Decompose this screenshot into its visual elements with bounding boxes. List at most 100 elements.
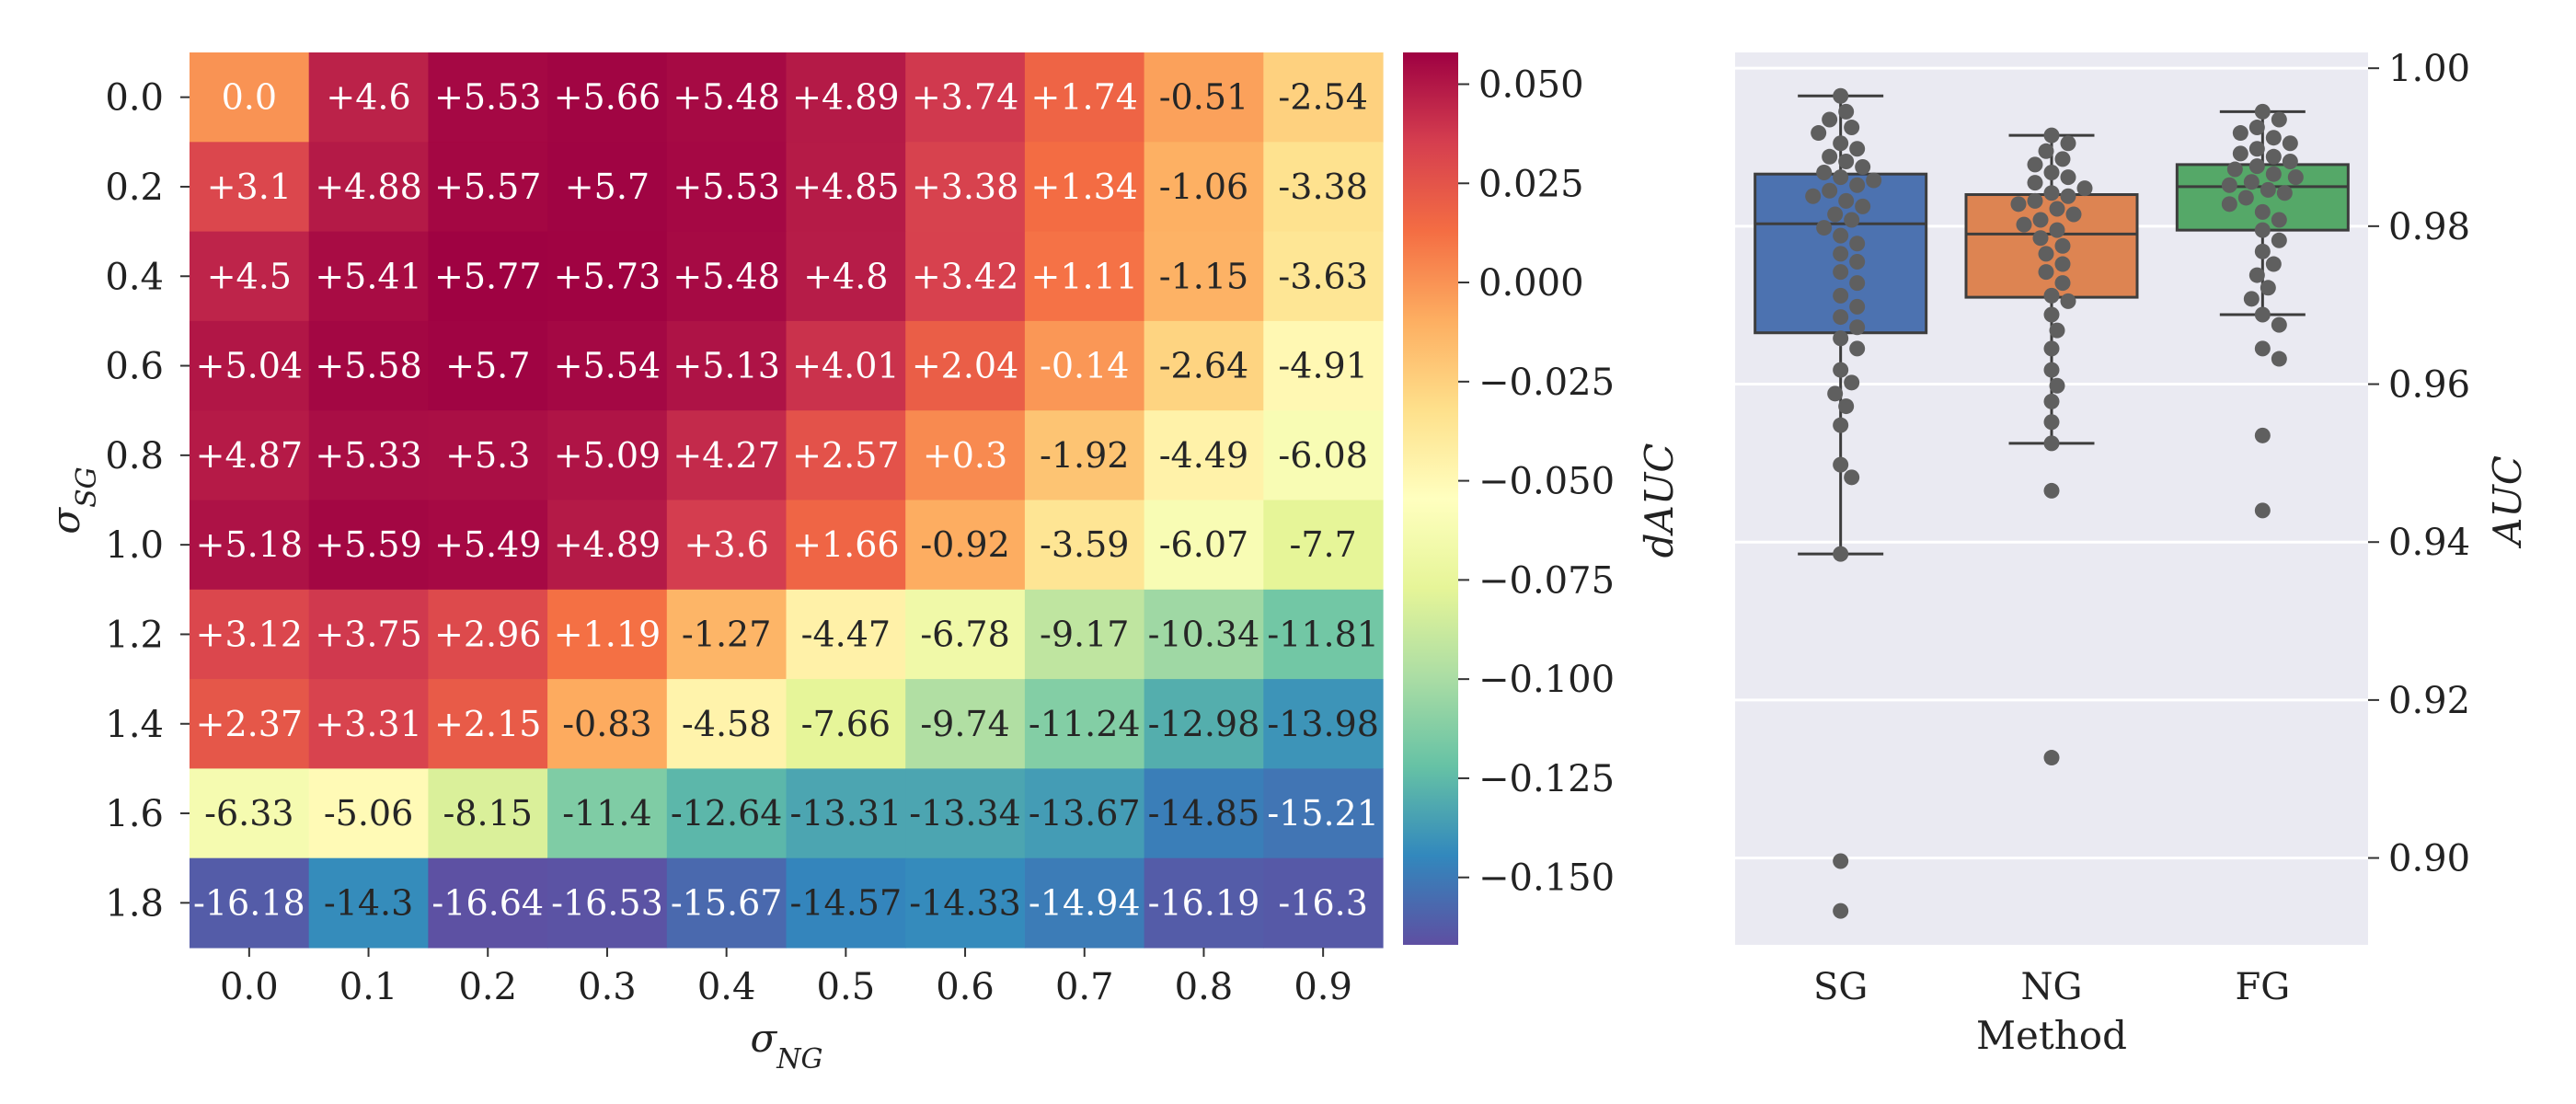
heatmap-cell [1024, 410, 1145, 501]
heatmap-cell-label: 0.0 [222, 77, 277, 118]
swarm-point [2221, 177, 2237, 193]
heatmap-cell [786, 410, 906, 501]
heatmap-cell-label: +5.53 [434, 77, 541, 118]
swarm-point [2054, 237, 2071, 254]
heatmap-cell-label: -9.74 [920, 704, 1009, 744]
box-body [2175, 163, 2350, 232]
swarm-point [2271, 351, 2287, 367]
heatmap-x-tick-label: 0.5 [817, 966, 876, 1008]
swarm-point [2243, 174, 2260, 190]
heatmap-cell-label: -6.07 [1159, 524, 1248, 565]
heatmap-y-tick-label: 1.6 [105, 793, 164, 835]
swarm-point [2043, 185, 2060, 201]
swarm-point [2226, 161, 2243, 178]
heatmap-cell [428, 500, 548, 591]
swarm-point [2049, 377, 2065, 394]
heatmap-cell-label: -1.06 [1159, 167, 1248, 207]
heatmap-cell-label: +5.57 [434, 167, 541, 207]
heatmap-cell-label: -7.7 [1290, 524, 1357, 565]
swarm-point [1827, 385, 1844, 402]
swarm-point [1833, 135, 1849, 152]
swarm-point [2271, 316, 2287, 333]
boxplot-panel: 0.90 0.92 0.94 0.96 0.98 1.00 SG NG FG Method A… [1735, 48, 2530, 1058]
heatmap-cell-label: -3.59 [1040, 524, 1129, 565]
swarm-point [2254, 243, 2271, 259]
colorbar-tick-label: −0.050 [1478, 461, 1615, 503]
swarm-point [2027, 175, 2043, 191]
swarm-point [1811, 125, 1827, 142]
heatmap-cell [428, 589, 548, 680]
swarm-point [2221, 196, 2237, 213]
swarm-point [2065, 206, 2082, 223]
heatmap-cell-label: +3.1 [207, 167, 292, 207]
heatmap-y-tick-label: 1.8 [105, 882, 164, 925]
swarm-point [2232, 145, 2248, 162]
heatmap-x-axis-title: σNG [751, 1016, 823, 1075]
swarm-point [1838, 398, 1855, 415]
swarm-point [1805, 188, 1822, 204]
heatmap-x-ticks: 0.0 0.1 0.2 0.3 0.4 0.5 0.6 0.7 0.8 0.9 [220, 948, 1352, 1008]
boxplot-y-tick-label: 0.96 [2388, 364, 2470, 407]
swarm-point [1849, 253, 1866, 270]
heatmap-cell-label: +5.49 [434, 524, 541, 565]
heatmap-cell [428, 857, 548, 949]
swarm-point [1849, 319, 1866, 336]
swarm-point [2054, 275, 2071, 292]
colorbar-tick-label: 0.050 [1478, 63, 1584, 106]
heatmap-cell-label: +5.77 [434, 256, 541, 296]
swarm-point [2271, 111, 2287, 128]
boxplot-y-tick-label: 0.98 [2388, 206, 2470, 248]
heatmap-cell-label: +5.54 [554, 346, 661, 386]
heatmap-cell [905, 679, 1026, 769]
heatmap-cell [666, 857, 788, 949]
swarm-point [1844, 469, 1860, 486]
heatmap-cell [308, 857, 429, 949]
heatmap-cell [786, 142, 906, 233]
swarm-point [2043, 362, 2060, 378]
heatmap-cell [666, 679, 788, 769]
heatmap-cell-label: +5.3 [445, 435, 530, 476]
heatmap-cell [308, 768, 429, 859]
swarm-point [1833, 903, 1849, 919]
swarm-point [1833, 87, 1849, 104]
swarm-point [2043, 287, 2060, 304]
swarm-point [1833, 169, 1849, 186]
heatmap-cell-label: -4.91 [1278, 346, 1367, 386]
heatmap-cell [1024, 320, 1145, 411]
heatmap-cell [786, 589, 906, 680]
swarm-point [1833, 546, 1849, 562]
heatmap-cell [905, 857, 1026, 949]
swarm-point [2254, 306, 2271, 323]
swarm-point [1833, 309, 1849, 326]
swarm-point [2265, 130, 2282, 146]
heatmap-cell [1263, 500, 1384, 591]
swarm-point [1838, 192, 1855, 209]
swarm-point [2260, 280, 2276, 296]
swarm-point [1833, 330, 1849, 347]
heatmap-cell [1263, 679, 1384, 769]
swarm-point [2265, 256, 2282, 272]
heatmap-y-tick-label: 0.2 [105, 167, 164, 209]
heatmap-y-tick-label: 0.6 [105, 346, 164, 388]
heatmap-cell-label: +1.34 [1031, 167, 1138, 207]
heatmap-cell [1263, 857, 1384, 949]
heatmap-cell [190, 410, 310, 501]
swarm-point [1838, 103, 1855, 120]
heatmap-cell-label: +4.27 [673, 435, 779, 476]
heatmap-cell [190, 500, 310, 591]
swarm-point [2043, 306, 2060, 323]
heatmap-cell [1024, 679, 1145, 769]
heatmap-cell-label: -16.3 [1278, 882, 1367, 923]
heatmap-cell-label: +5.33 [315, 435, 421, 476]
heatmap-cell [666, 589, 788, 680]
heatmap-cell [1144, 320, 1264, 411]
swarm-point [2054, 151, 2071, 167]
swarm-point [1833, 362, 1849, 378]
swarm-point [1866, 172, 1882, 189]
heatmap-cell-label: -15.21 [1267, 793, 1379, 834]
heatmap-cell [547, 410, 668, 501]
colorbar-title: dAUC [1637, 443, 1682, 558]
swarm-point [2254, 502, 2271, 519]
heatmap-cell [547, 500, 668, 591]
heatmap-cell [905, 500, 1026, 591]
